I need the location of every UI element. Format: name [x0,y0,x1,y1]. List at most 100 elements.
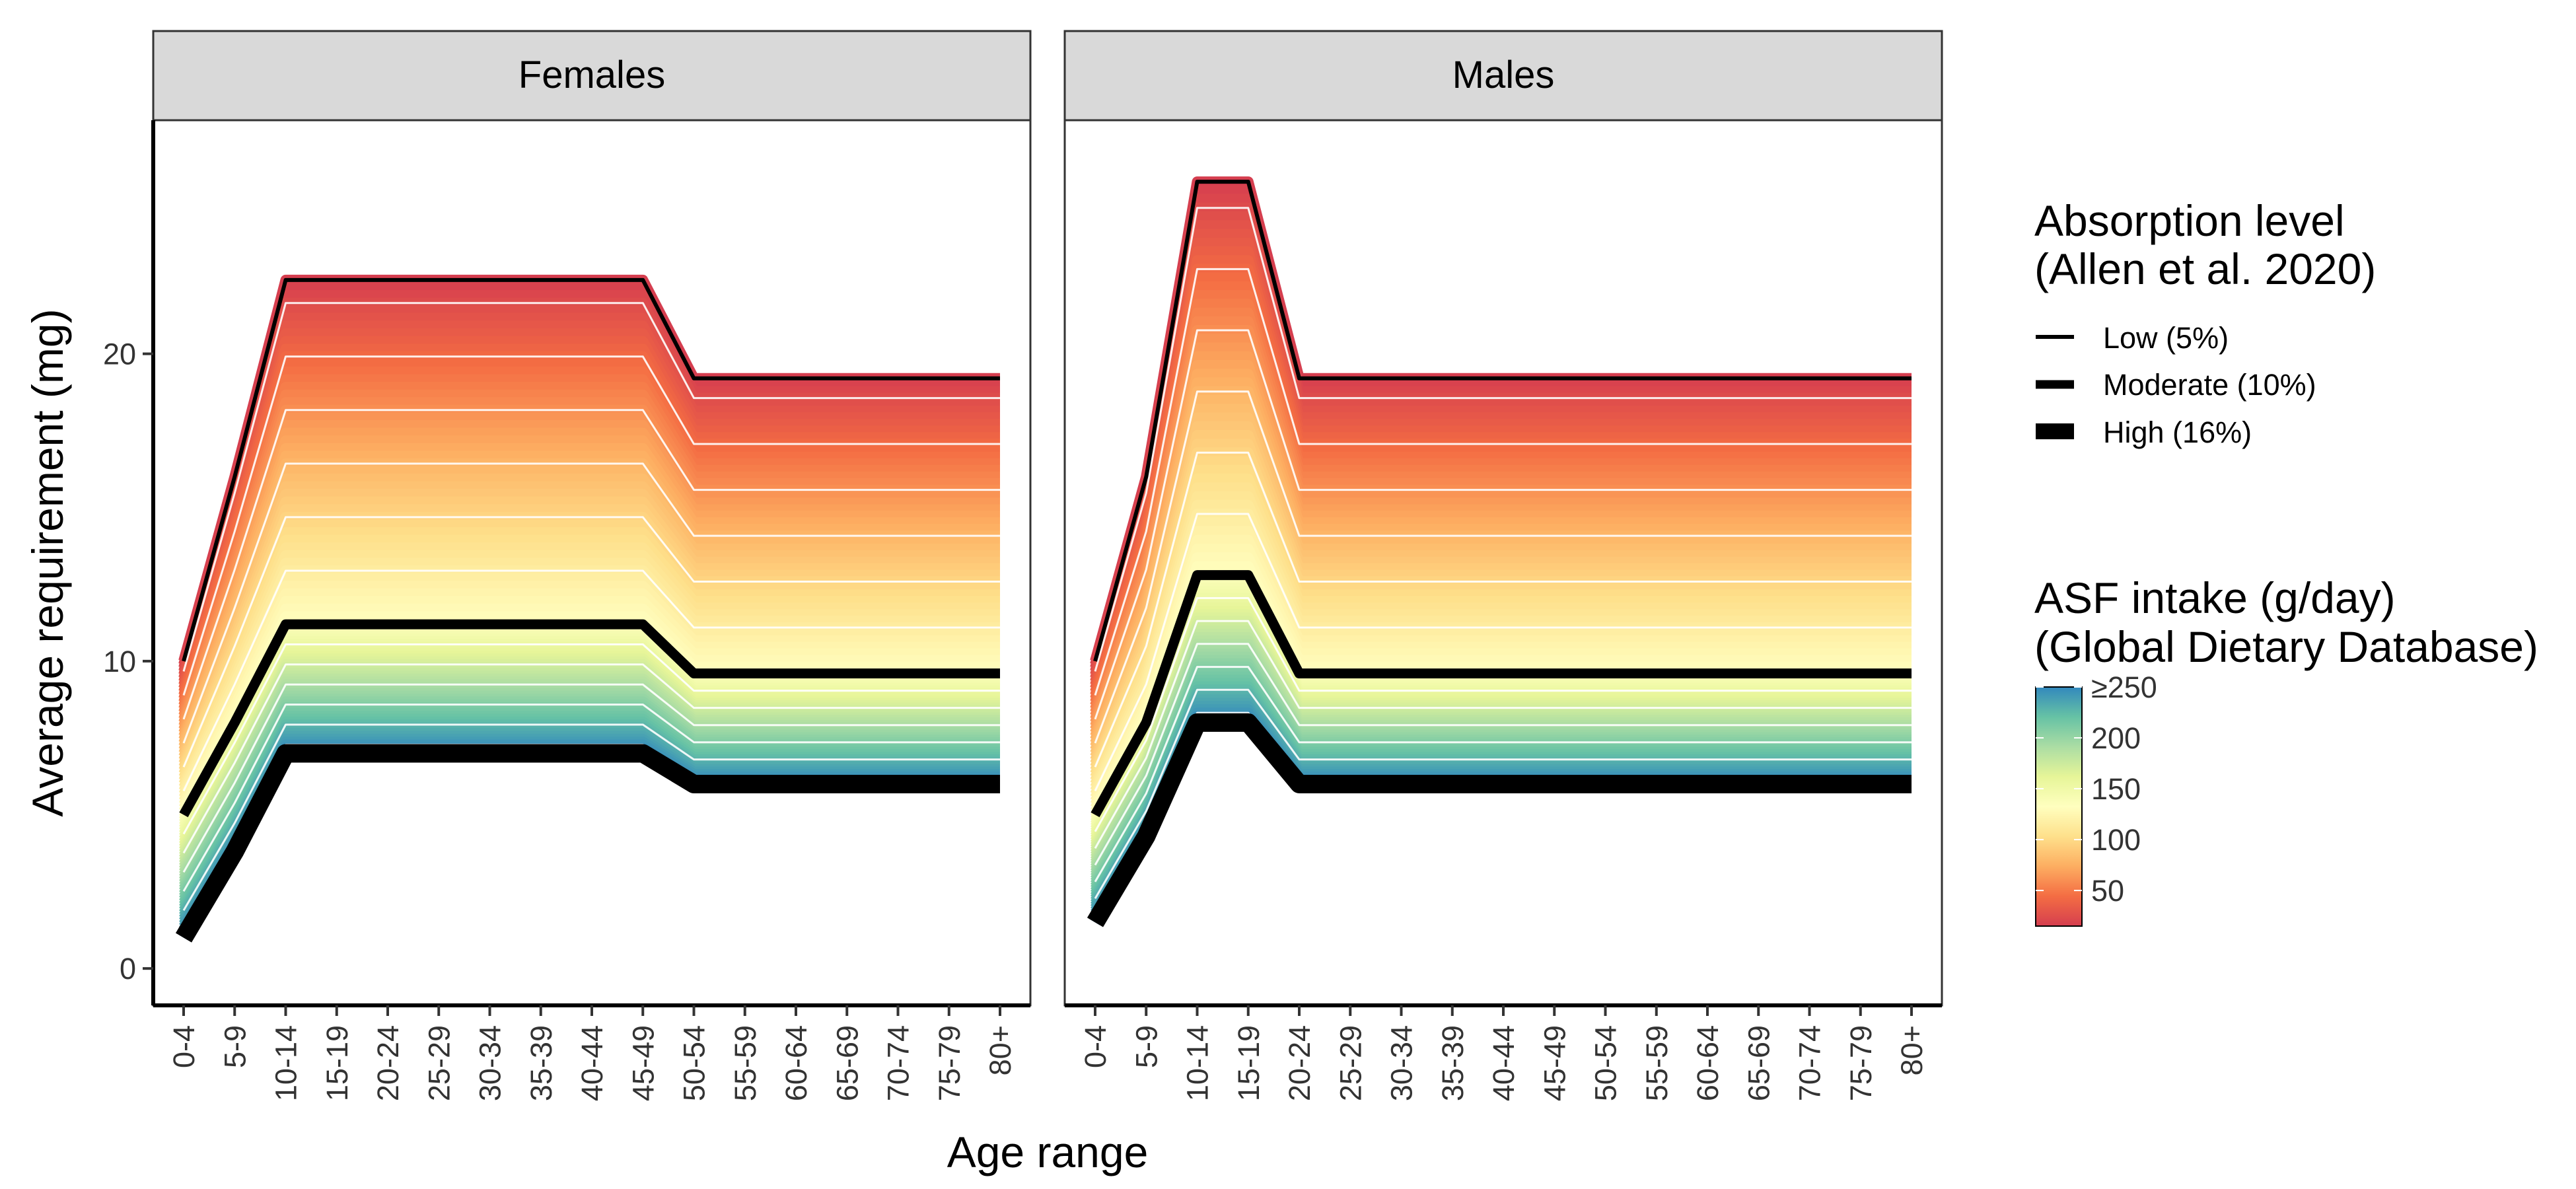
asf-requirement-curve [1090,360,1912,735]
asf-requirement-curve [1090,342,1912,728]
legend-absorption-title-2: (Allen et al. 2020) [2034,244,2376,293]
x-axis-title: Age range [947,1128,1149,1176]
asf-requirement-curve [1090,281,1912,704]
x-tick-label: 40-44 [575,1025,609,1101]
x-tick-label: 30-34 [1385,1025,1419,1101]
asf-requirement-curve [178,504,1000,766]
asf-requirement-curve [178,573,1000,797]
asf-requirement-curve [178,481,1000,756]
asf-curve-separator [182,302,1000,672]
asf-requirement-curve [178,374,1000,707]
asf-requirement-curve [1090,561,1912,814]
asf-requirement-curve [178,427,1000,731]
asf-curve-separator [1094,666,1912,883]
y-axis-ticks: 0 10 20 [103,338,153,986]
x-tick-label: 45-49 [626,1025,660,1101]
asf-curve-separator [182,462,1000,744]
x-tick-label: 35-39 [524,1025,558,1101]
asf-curve-separator [182,703,1000,892]
asf-requirement-curve [178,443,1000,739]
legend-item-moderate: Moderate (10%) [2103,368,2316,402]
asf-requirement-curve [178,489,1000,759]
asf-requirement-curve [178,382,1000,711]
asf-requirement-curve [178,542,1000,783]
asf-requirement-curve [178,282,1000,667]
asf-requirement-curve [1090,526,1912,801]
legend-asf-title-2: (Global Dietary Database) [2034,622,2538,671]
asf-requirement-curve [1090,474,1912,779]
colorbar-tick-label: 200 [2091,721,2141,755]
asf-requirement-curve [178,534,1000,779]
asf-curve-separator [1094,688,1912,899]
x-tick-label: 0-4 [167,1025,201,1068]
y-tick-label: 10 [103,645,136,678]
asf-requirement-curve [178,581,1000,801]
colorbar-tick-label: 150 [2091,772,2141,806]
legend-item-high: High (16%) [2103,415,2252,449]
asf-requirement-curve [178,435,1000,735]
asf-requirement-curve [178,312,1000,680]
asf-curve-separator [182,355,1000,696]
series-line-moderate [179,619,1000,818]
asf-curve-separator [1094,329,1912,720]
x-tick-label: 15-19 [1232,1025,1266,1101]
x-tick-label: 5-9 [218,1025,252,1068]
x-tick-label: 75-79 [1844,1025,1878,1101]
asf-requirement-curve [1090,439,1912,766]
x-tick-label: 55-59 [1640,1025,1674,1101]
asf-requirement-curve [1090,229,1912,684]
asf-requirement-curve [1090,534,1912,804]
asf-requirement-curve [1090,394,1912,748]
y-tick-label: 0 [120,952,136,986]
asf-requirement-curve [1090,307,1912,714]
absorption-lines-males [1087,180,1912,927]
asf-requirement-curve [1090,552,1912,811]
x-axis-ticks-females: 0-4 5-9 10-14 15-19 20-24 25-29 30-34 35-39 40-4… [167,1005,1017,1101]
asf-requirement-curve [178,359,1000,701]
x-tick-label: 5-9 [1129,1025,1163,1068]
asf-requirement-curve [178,596,1000,807]
legend-item-low: Low (5%) [2103,321,2229,355]
asf-requirement-curve [1090,255,1912,694]
x-tick-label: 0-4 [1079,1025,1112,1068]
asf-requirement-curve [1090,404,1912,752]
x-tick-label: 70-74 [1793,1025,1827,1101]
legend-asf-intake: ASF intake (g/day) (Global Dietary Datab… [2034,573,2538,927]
x-tick-label: 20-24 [371,1025,405,1101]
x-tick-label: 50-54 [678,1025,711,1101]
asf-requirement-curve [178,550,1000,787]
y-tick-label: 20 [103,338,136,371]
x-tick-label: 65-69 [1742,1025,1775,1101]
asf-requirement-curve [178,343,1000,694]
series-line-low [182,277,1000,662]
asf-requirement-curve [1090,491,1912,787]
x-tick-label: 50-54 [1589,1025,1623,1101]
strip-label-males: Males [1452,54,1555,96]
asf-requirement-curve [178,496,1000,762]
asf-requirement-curve [1090,220,1912,680]
asf-requirement-curve [178,397,1000,718]
x-tick-label: 45-49 [1538,1025,1571,1101]
x-tick-label: 55-59 [729,1025,762,1101]
asf-requirement-curve [1090,499,1912,790]
x-tick-label: 15-19 [320,1025,354,1101]
asf-requirement-curve [178,290,1000,670]
asf-requirement-curve [1090,456,1912,773]
x-tick-label: 75-79 [933,1025,966,1101]
asf-requirement-curve [1090,412,1912,756]
facet-males: Males 0-4 5-9 10-14 15-19 20-24 25-29 30-34 35-… [1063,30,1943,1101]
asf-requirement-curve [1090,421,1912,759]
legend-asf-title-1: ASF intake (g/day) [2034,573,2396,622]
asf-requirement-curve [178,320,1000,684]
asf-requirement-curve [178,412,1000,725]
asf-curve-separator [182,516,1000,768]
asf-requirement-curve [178,366,1000,704]
asf-curve-separator [182,723,1000,912]
asf-requirement-curve [1090,290,1912,707]
asf-requirement-curve [1090,464,1912,776]
x-tick-label: 40-44 [1487,1025,1521,1101]
colorbar-tick-label: ≥250 [2091,670,2157,704]
strip-males [1063,30,1943,122]
legend-absorption-title-1: Absorption level [2034,196,2345,245]
